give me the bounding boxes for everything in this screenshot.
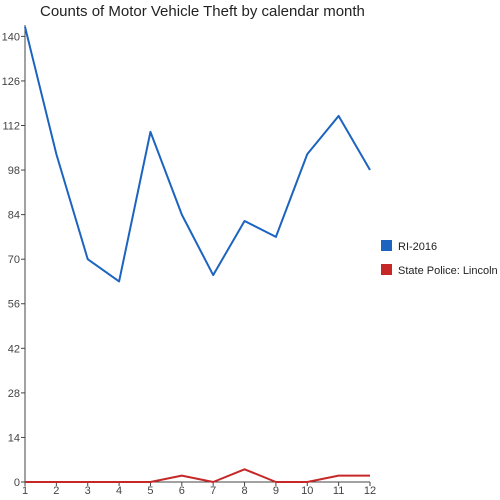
data-point [86,480,90,484]
x-tick-label: 1 [22,485,28,497]
data-point [243,467,247,471]
chart-series [23,25,372,484]
y-tick-label: 140 [2,31,20,43]
x-tick-label: 12 [364,485,376,497]
legend-swatch [381,264,392,275]
data-point [180,474,184,478]
legend-label: State Police: Lincoln [398,265,498,277]
series-line-1 [24,26,371,283]
data-point [274,480,278,484]
x-tick-label: 10 [301,485,313,497]
y-tick-label: 126 [2,76,20,88]
data-point [54,152,58,156]
data-point [211,273,215,277]
x-tick-label: 5 [147,485,153,497]
data-point [368,474,372,478]
data-point [54,480,58,484]
legend-label: RI-2016 [398,241,437,253]
x-tick-label: 7 [210,485,216,497]
x-tick-label: 3 [85,485,91,497]
y-tick-label: 98 [8,165,20,177]
data-point [23,25,27,29]
y-tick-label: 70 [8,254,20,266]
data-point [23,480,27,484]
data-point [148,480,152,484]
x-tick-label: 9 [273,485,279,497]
series-line-2 [25,468,370,483]
x-tick-label: 11 [333,485,344,497]
chart-legend: RI-2016 State Police: Lincoln [381,240,498,277]
data-point [148,130,152,134]
y-tick-label: 14 [8,432,20,444]
data-point [117,279,121,283]
data-point [86,257,90,261]
y-tick-label: 84 [8,210,20,222]
data-point [243,219,247,223]
y-tick-label: 28 [8,388,20,400]
legend-swatch [381,240,392,251]
x-tick-label: 6 [179,485,185,497]
data-point [337,114,341,118]
y-tick-label: 112 [2,120,20,132]
data-point [274,235,278,239]
data-point [117,480,121,484]
data-point [211,480,215,484]
y-tick-label: 0 [14,477,20,489]
y-tick-label: 56 [8,299,20,311]
data-point [305,480,309,484]
data-point [337,474,341,478]
data-point [305,152,309,156]
x-tick-label: 4 [116,485,122,497]
data-point [368,168,372,172]
data-point [180,213,184,217]
x-tick-label: 2 [53,485,59,497]
chart-title: Counts of Motor Vehicle Theft by calenda… [40,3,365,20]
x-tick-label: 8 [241,485,247,497]
y-tick-label: 42 [8,343,20,355]
